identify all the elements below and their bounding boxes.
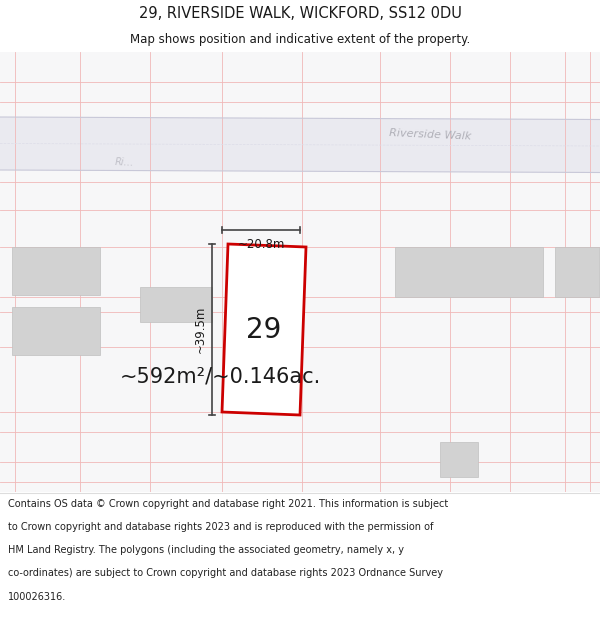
Text: Map shows position and indicative extent of the property.: Map shows position and indicative extent… bbox=[130, 32, 470, 46]
Text: 29: 29 bbox=[247, 316, 281, 344]
Bar bbox=[440, 442, 478, 477]
Bar bbox=[555, 247, 599, 297]
Text: Riverside Walk: Riverside Walk bbox=[389, 128, 472, 142]
Text: 29, RIVERSIDE WALK, WICKFORD, SS12 0DU: 29, RIVERSIDE WALK, WICKFORD, SS12 0DU bbox=[139, 6, 461, 21]
Text: Ri…: Ri… bbox=[115, 157, 134, 168]
Polygon shape bbox=[222, 244, 306, 415]
Text: HM Land Registry. The polygons (including the associated geometry, namely x, y: HM Land Registry. The polygons (includin… bbox=[8, 545, 404, 555]
Polygon shape bbox=[0, 117, 600, 172]
Bar bbox=[12, 247, 100, 295]
Bar bbox=[140, 287, 212, 322]
Text: co-ordinates) are subject to Crown copyright and database rights 2023 Ordnance S: co-ordinates) are subject to Crown copyr… bbox=[8, 569, 443, 579]
Text: ~20.8m: ~20.8m bbox=[238, 238, 284, 251]
Text: 100026316.: 100026316. bbox=[8, 592, 66, 602]
Bar bbox=[12, 307, 100, 355]
Text: ~592m²/~0.146ac.: ~592m²/~0.146ac. bbox=[120, 367, 321, 387]
Text: Contains OS data © Crown copyright and database right 2021. This information is : Contains OS data © Crown copyright and d… bbox=[8, 499, 448, 509]
Bar bbox=[395, 247, 543, 297]
Text: ~39.5m: ~39.5m bbox=[193, 306, 206, 353]
Text: to Crown copyright and database rights 2023 and is reproduced with the permissio: to Crown copyright and database rights 2… bbox=[8, 522, 433, 532]
